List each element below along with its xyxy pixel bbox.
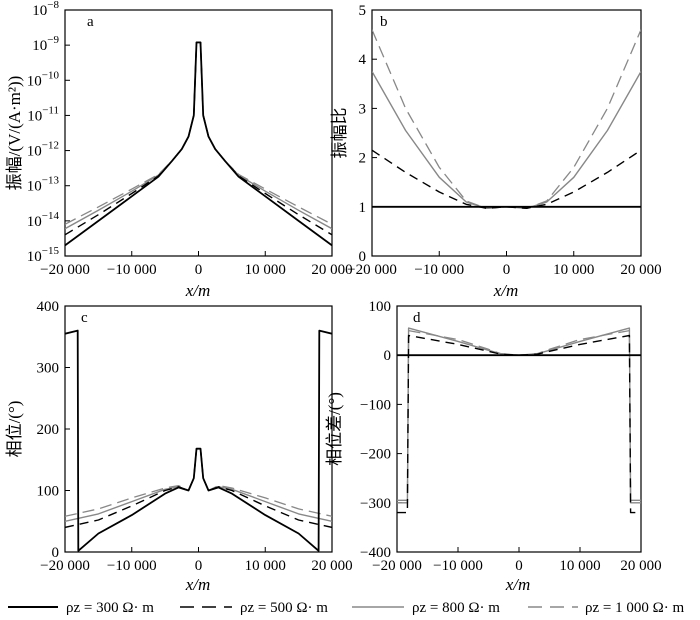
y-tick-label-3: 300 <box>37 361 60 377</box>
y-tick-label-1: −300 <box>360 496 391 512</box>
y-tick-label-1: 1 <box>359 200 367 216</box>
series-line-0 <box>65 41 332 247</box>
legend-label-3: ρz = 1 000 Ω· m <box>585 600 684 616</box>
y-tick-label-1: 10−14 <box>27 210 60 230</box>
panel-a-xlabel: x/m <box>185 281 211 300</box>
panel-d: −20 000 −10 000 0 10 000 20 000 −400 −300 −200 −… <box>325 299 662 594</box>
y-tick-label-3: 10−12 <box>27 140 59 160</box>
series-line-1 <box>372 149 641 209</box>
panel-c-xlabel: x/m <box>185 575 211 594</box>
x-tick-label-3: 10 000 <box>553 262 594 278</box>
x-tick-label-0: −20 000 <box>40 262 90 278</box>
x-tick-label-3: 10 000 <box>559 558 600 574</box>
y-tick-label-0: 0 <box>359 249 367 265</box>
y-tick-label-4: 4 <box>359 52 367 68</box>
series-line-2 <box>65 448 332 522</box>
panel-c: −20 000 −10 000 0 10 000 20 000 0 100 200 300 400… <box>5 299 353 594</box>
y-tick-label-5: 100 <box>369 299 392 315</box>
series-line-2 <box>65 41 332 230</box>
x-tick-label-3: 10 000 <box>245 558 286 574</box>
panel-b-frame <box>371 9 642 257</box>
x-tick-label-4: 20 000 <box>311 558 352 574</box>
panel-b-xlabel: x/m <box>493 281 519 300</box>
x-tick-label-1: −10 000 <box>107 262 157 278</box>
series-line-3 <box>65 448 332 517</box>
x-tick-label-2: 0 <box>195 262 203 278</box>
panel-b-ylabel: 振幅比 <box>330 108 349 159</box>
y-tick-label-5: 5 <box>359 3 367 19</box>
panel-a-label: a <box>87 14 94 30</box>
panel-c-label: c <box>81 310 88 326</box>
panel-d-ylabel: 相位差/(°) <box>325 392 344 466</box>
y-tick-label-1: 100 <box>37 484 60 500</box>
y-tick-label-2: −200 <box>360 447 391 463</box>
panel-c-plot: −20 000 −10 000 0 10 000 20 000 0 100 200 300 400 <box>37 299 353 574</box>
panel-b-label: b <box>380 14 388 30</box>
x-tick-label-0: −20 000 <box>347 262 397 278</box>
panel-c-frame <box>64 305 333 553</box>
x-tick-label-4: 20 000 <box>620 558 661 574</box>
panel-a-plot: −20 000 −10 000 0 10 000 20 00010−1510−1410−… <box>27 0 353 278</box>
series-line-1 <box>397 334 641 514</box>
y-tick-label-2: 2 <box>359 151 367 167</box>
x-tick-label-0: −20 000 <box>372 558 422 574</box>
x-tick-label-2: 0 <box>195 558 203 574</box>
y-tick-label-0: 0 <box>52 545 60 561</box>
y-tick-label-4: 400 <box>37 299 60 315</box>
x-tick-label-1: −10 000 <box>107 558 157 574</box>
legend-label-0: ρz = 300 Ω· m <box>66 600 154 616</box>
x-tick-label-4: 20 000 <box>620 262 661 278</box>
y-tick-label-2: 200 <box>37 422 60 438</box>
y-tick-label-6: 10−9 <box>32 34 59 54</box>
x-tick-label-1: −10 000 <box>414 262 464 278</box>
x-tick-label-2: 0 <box>503 262 511 278</box>
panel-a: −20 000 −10 000 0 10 000 20 00010−1510−1410−… <box>5 0 353 300</box>
y-tick-label-3: 3 <box>359 101 367 117</box>
panel-d-xlabel: x/m <box>505 575 531 594</box>
series-line-3 <box>65 41 332 225</box>
y-tick-label-2: 10−13 <box>27 175 60 195</box>
legend: ρz = 300 Ω· m ρz = 500 Ω· m ρz = 800 Ω· … <box>8 600 684 616</box>
x-tick-label-4: 20 000 <box>311 262 352 278</box>
legend-label-1: ρz = 500 Ω· m <box>240 600 328 616</box>
series-line-3 <box>372 29 641 209</box>
y-tick-label-4: 10−11 <box>27 104 59 124</box>
series-line-1 <box>65 448 332 529</box>
y-tick-label-7: 10−8 <box>32 0 59 19</box>
legend-label-2: ρz = 800 Ω· m <box>412 600 500 616</box>
panel-b-plot: −20 000 −10 000 0 10 000 20 000 0 1 2 3 4 5 <box>347 3 661 278</box>
series-line-2 <box>372 71 641 209</box>
series-line-0 <box>65 329 332 552</box>
panel-c-ylabel: 相位/(°) <box>5 401 24 458</box>
y-tick-label-4: 0 <box>384 348 392 364</box>
panel-d-label: d <box>413 310 421 326</box>
panel-d-frame <box>396 305 642 553</box>
x-tick-label-3: 10 000 <box>245 262 286 278</box>
x-tick-label-1: −10 000 <box>433 558 483 574</box>
y-tick-label-3: −100 <box>360 397 391 413</box>
x-tick-label-2: 0 <box>515 558 523 574</box>
y-tick-label-5: 10−10 <box>27 69 60 89</box>
panel-d-plot: −20 000 −10 000 0 10 000 20 000 −400 −300 −200 −… <box>360 299 662 574</box>
y-tick-label-0: −400 <box>360 545 391 561</box>
panel-a-frame <box>64 9 333 257</box>
panel-a-ylabel: 振幅/(V/(A·m²)) <box>5 76 24 191</box>
x-tick-label-0: −20 000 <box>40 558 90 574</box>
